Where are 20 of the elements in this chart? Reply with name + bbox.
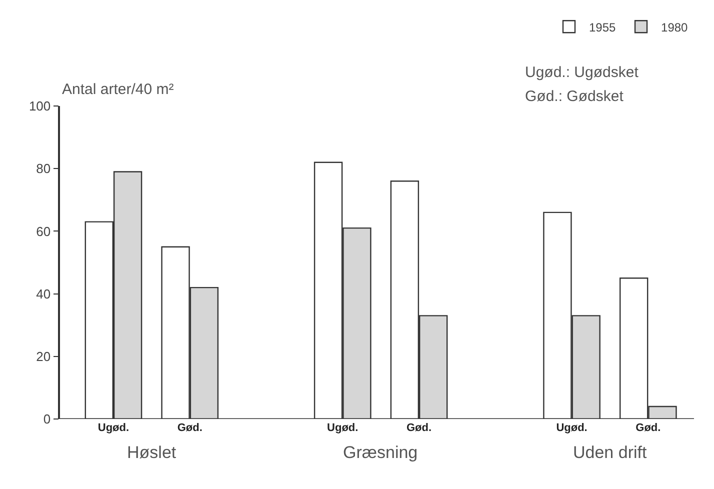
y-tick-label: 20 bbox=[36, 348, 51, 364]
y-axis-title: Antal arter/40 m² bbox=[62, 81, 174, 98]
y-tick-label: 80 bbox=[36, 161, 51, 176]
y-tick-label: 40 bbox=[36, 286, 51, 302]
text: Ugød.: Ugødsket bbox=[525, 64, 640, 81]
x-tick-label: Gød. bbox=[406, 422, 432, 434]
text: Uden drift bbox=[573, 443, 647, 462]
legend-label: 1980 bbox=[661, 20, 688, 34]
text: Høslet bbox=[127, 443, 176, 462]
x-tick-label: Gød. bbox=[636, 422, 661, 434]
text: Gød.: Gødsket bbox=[525, 88, 624, 105]
legend-label: 1955 bbox=[589, 20, 616, 34]
text: Græsning bbox=[343, 443, 418, 462]
y-tick-label: 100 bbox=[28, 98, 51, 114]
x-tick-label: Ugød. bbox=[327, 422, 358, 434]
x-tick-label: Gød. bbox=[177, 422, 202, 434]
x-tick-label: Ugød. bbox=[556, 422, 588, 434]
y-tick-label: 0 bbox=[43, 412, 51, 427]
x-tick-label: Ugød. bbox=[98, 422, 130, 434]
y-tick-label: 60 bbox=[36, 224, 51, 239]
